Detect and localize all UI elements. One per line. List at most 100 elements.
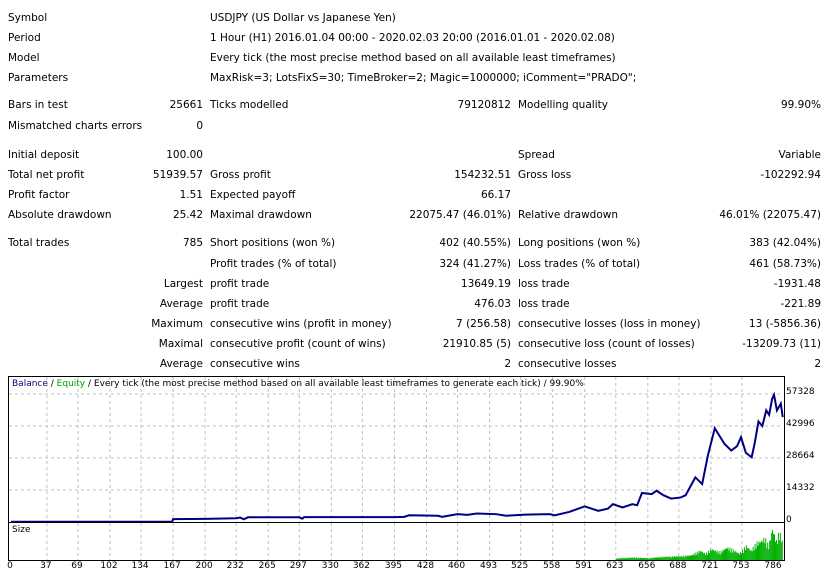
stats-l2: Profit trades (% of total) <box>210 258 337 270</box>
period-row: Period 1 Hour (H1) 2016.01.04 00:00 - 202… <box>0 29 840 47</box>
x-tick-label: 69 <box>71 561 83 571</box>
size-bar <box>673 557 675 560</box>
size-bar <box>746 548 748 560</box>
size-bar <box>640 557 642 560</box>
stats-v3: Variable <box>778 149 821 161</box>
x-tick-label: 232 <box>226 561 244 571</box>
size-bar <box>694 555 696 560</box>
size-bar <box>716 550 718 560</box>
size-bar <box>641 557 643 560</box>
symbol-label: Symbol <box>8 12 48 24</box>
size-bar <box>672 556 674 560</box>
size-bar <box>774 534 775 560</box>
stats-l2: Expected payoff <box>210 189 296 201</box>
size-bar <box>703 553 705 560</box>
x-tick-label: 134 <box>131 561 149 571</box>
size-bar <box>693 553 695 560</box>
size-bar <box>666 556 668 560</box>
x-tick-label: 493 <box>479 561 498 571</box>
size-bar <box>637 558 639 560</box>
model-value: Every tick (the most precise method base… <box>210 52 616 64</box>
size-bar <box>770 540 772 560</box>
size-bar <box>684 555 686 560</box>
stats-row: Maximal consecutive profit (count of wins… <box>0 335 840 353</box>
legend-description: / Every tick (the most precise method ba… <box>85 379 584 389</box>
size-bar <box>631 557 633 560</box>
size-bar <box>638 557 640 560</box>
size-bar <box>750 550 752 560</box>
size-bar <box>621 558 623 560</box>
size-bar <box>729 547 731 560</box>
size-plot <box>46 523 783 560</box>
size-bar <box>779 533 781 560</box>
size-bar <box>648 557 650 560</box>
size-bar <box>755 548 757 560</box>
stats-l2: Maximal drawdown <box>210 209 312 221</box>
size-bar <box>639 558 641 560</box>
stats-l3: Gross loss <box>518 169 572 181</box>
size-bar <box>615 558 617 560</box>
size-bar <box>650 557 652 560</box>
size-bar <box>627 557 629 560</box>
size-bar <box>769 540 771 560</box>
size-bar <box>649 558 651 560</box>
x-tick-label: 362 <box>352 561 370 571</box>
size-bar <box>634 557 636 560</box>
size-bar <box>709 549 711 560</box>
size-bar <box>642 557 644 560</box>
size-bar <box>661 556 663 560</box>
size-bar <box>692 555 694 560</box>
balance-chart: Balance / Equity / Every tick (the most … <box>8 376 785 524</box>
size-bar <box>665 556 667 560</box>
size-bar <box>652 557 654 560</box>
stats-v3: -102292.94 <box>760 169 821 181</box>
x-tick-label: 753 <box>732 561 750 571</box>
x-tick-label: 200 <box>195 561 213 571</box>
size-bar <box>749 550 751 560</box>
size-bar <box>727 547 729 560</box>
stats-l3: Spread <box>518 149 555 161</box>
stats-l1: Bars in test <box>8 99 68 111</box>
size-bar <box>728 550 730 560</box>
size-bar <box>740 553 742 560</box>
size-bar <box>623 557 625 560</box>
size-bar <box>645 558 647 560</box>
size-bar <box>715 552 717 560</box>
stats-row: Total trades 785 Short positions (won %) 40… <box>0 234 840 252</box>
stats-v1: 785 <box>182 237 203 249</box>
size-bar <box>733 549 735 560</box>
size-bar <box>735 551 737 560</box>
size-bar <box>674 556 676 560</box>
stats-l3: consecutive losses (loss in money) <box>518 318 701 330</box>
symbol-row: Symbol USDJPY (US Dollar vs Japanese Yen) <box>0 9 840 27</box>
x-tick-label: 591 <box>575 561 593 571</box>
size-bar <box>663 556 665 560</box>
legend-equity: Equity <box>56 379 86 389</box>
size-bar <box>662 557 664 560</box>
size-bar <box>697 551 699 560</box>
stats-l2: Gross profit <box>210 169 271 181</box>
size-bar <box>741 549 743 560</box>
stats-l2: consecutive wins (profit in money) <box>210 318 392 330</box>
size-label: Size <box>12 525 31 535</box>
stats-v1: Maximum <box>151 318 203 330</box>
stats-v3: -221.89 <box>780 298 821 310</box>
parameters-value: MaxRisk=3; LotsFixS=30; TimeBroker=2; Ma… <box>210 72 637 84</box>
size-bar <box>699 550 701 560</box>
size-bar <box>708 552 710 560</box>
stats-v3: 46.01% (22075.47) <box>719 209 821 221</box>
size-bar <box>710 550 712 560</box>
y-tick-label: 14332 <box>786 483 815 493</box>
size-bar <box>683 557 685 560</box>
size-bar <box>753 550 755 560</box>
stats-l1: Total trades <box>8 237 70 249</box>
size-bar <box>705 555 707 560</box>
x-tick-label: 786 <box>764 561 782 571</box>
size-bar <box>616 558 618 560</box>
size-bar <box>670 556 672 560</box>
size-bar <box>676 556 678 560</box>
size-bar <box>702 551 704 560</box>
stats-row: Absolute drawdown 25.42 Maximal drawdown 22… <box>0 206 840 224</box>
size-bar <box>704 552 706 560</box>
stats-l1: Initial deposit <box>8 149 80 161</box>
